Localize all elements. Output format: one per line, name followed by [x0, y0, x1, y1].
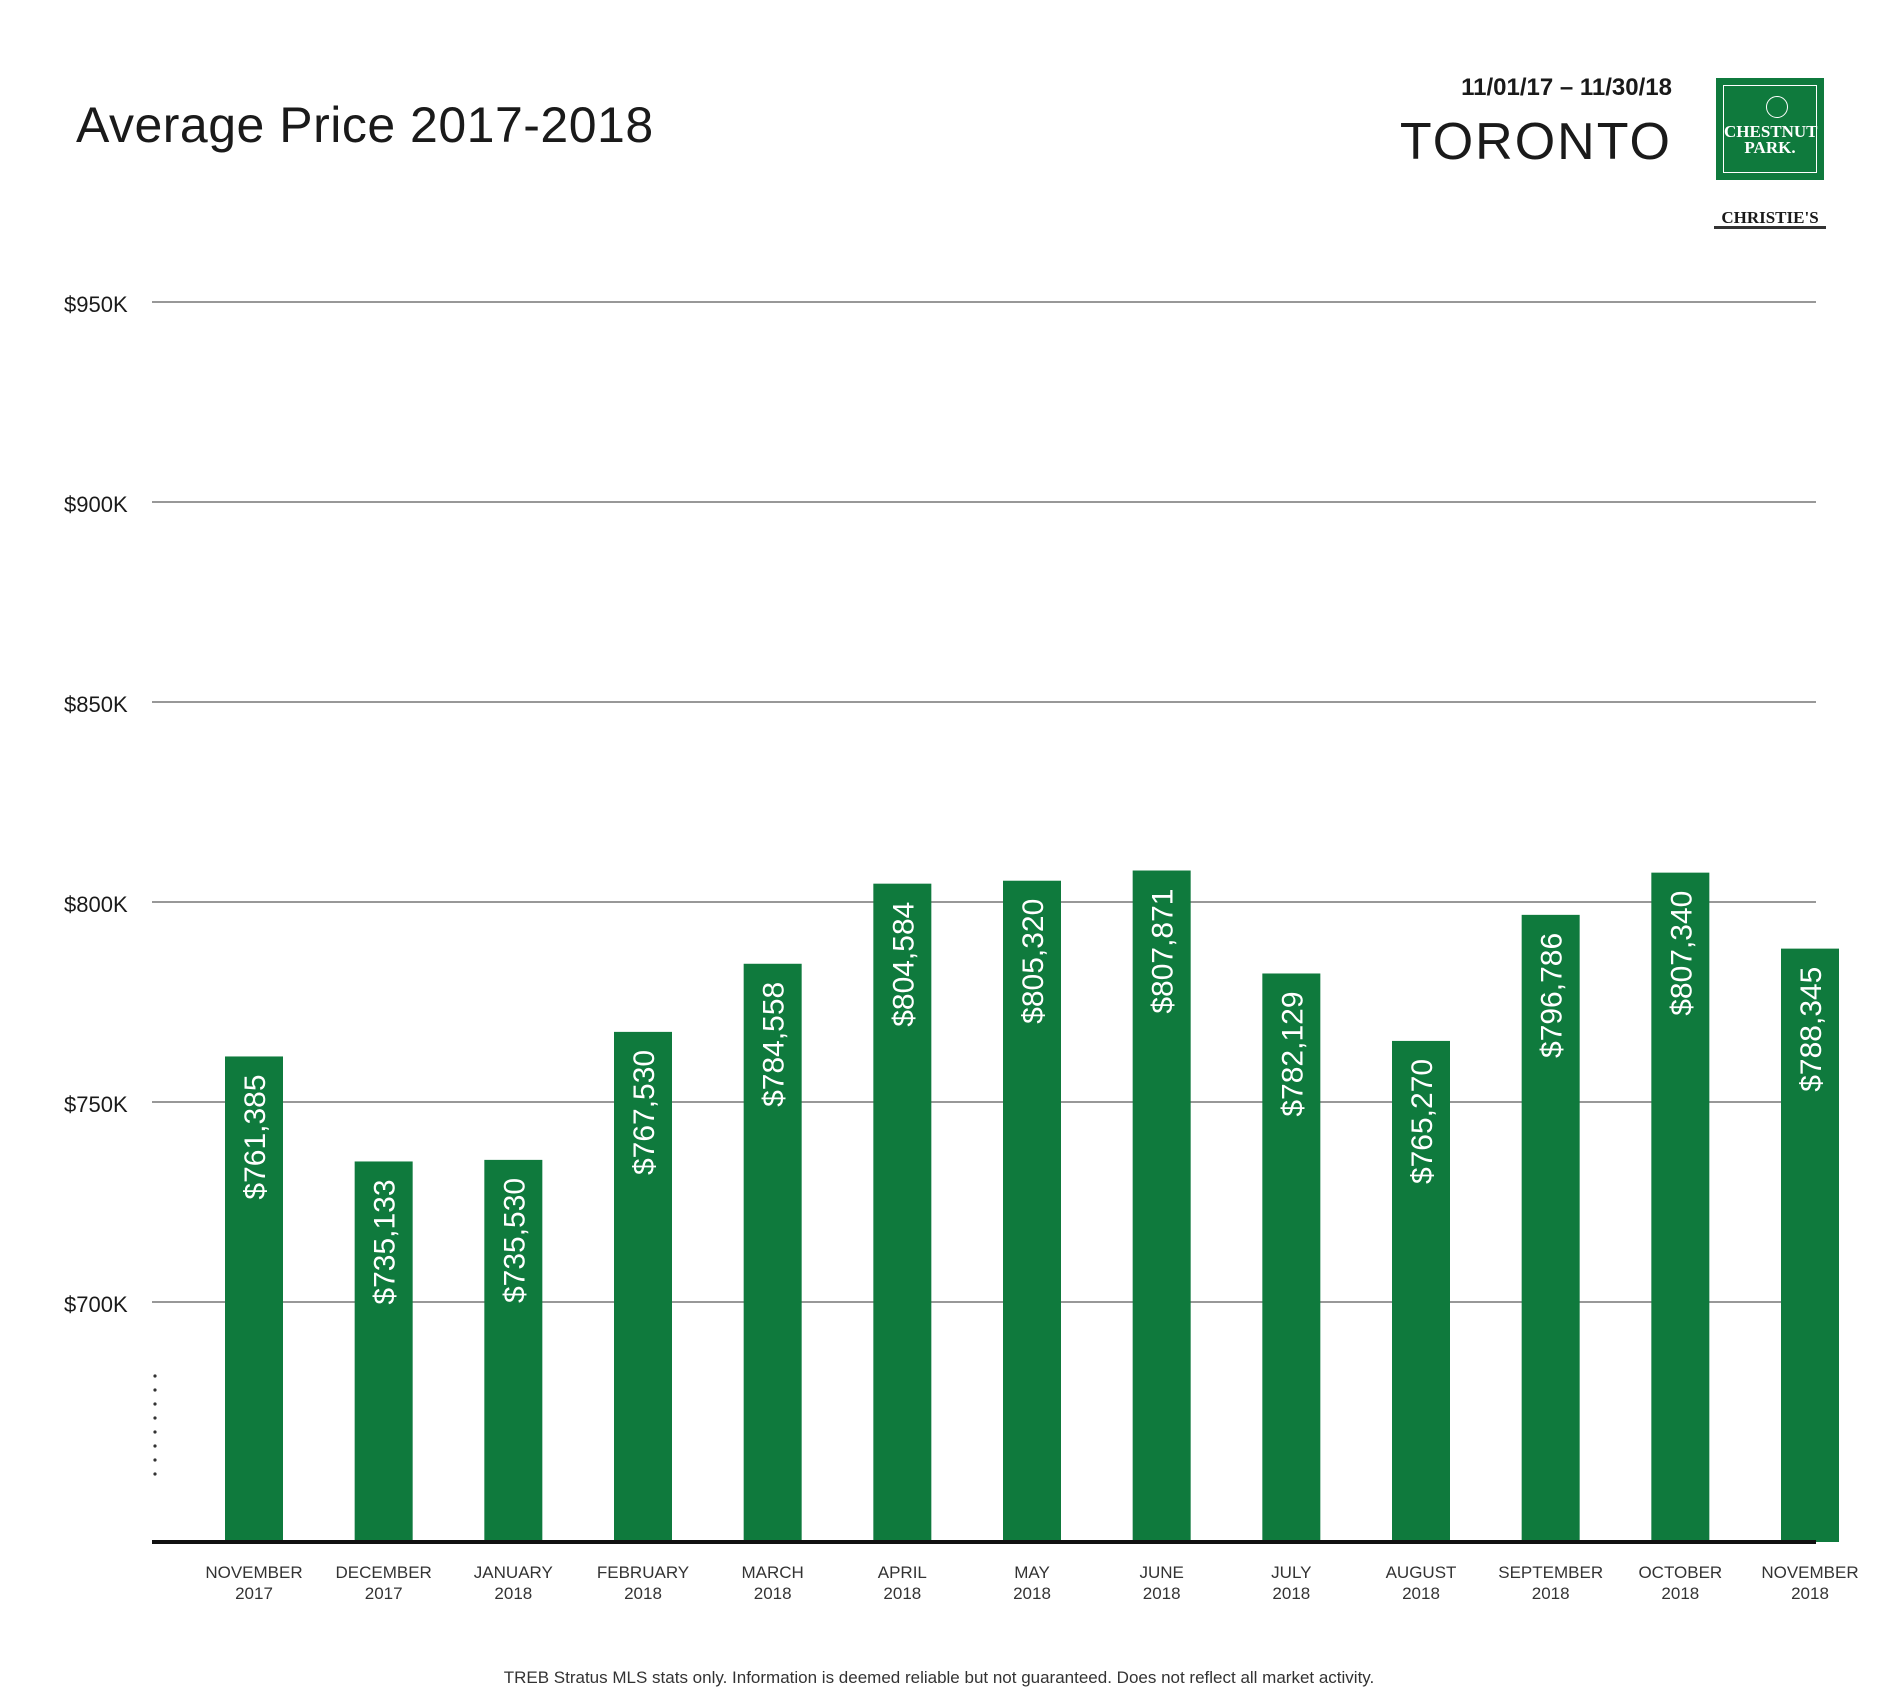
bar-value-label: $784,558 — [758, 982, 791, 1107]
logo-seal-icon — [1766, 96, 1788, 118]
logo-border: CHESTNUT PARK. — [1723, 85, 1818, 173]
bar-value-label: $765,270 — [1406, 1059, 1439, 1184]
x-axis-labels: NOVEMBER 2017 DECEMBER 2017 JANUARY 2018 FEBRU… — [205, 1563, 1858, 1603]
footnote: TREB Stratus MLS stats only. Information… — [503, 1668, 1375, 1687]
x-tick-label-year: 2018 — [883, 1584, 921, 1603]
y-tick-label: $900K — [64, 492, 128, 517]
chestnut-park-logo: CHESTNUT PARK. — [1716, 78, 1824, 180]
axis-break-dot — [153, 1430, 157, 1434]
bar-value-label: $807,871 — [1147, 889, 1180, 1014]
bar-value-label: $807,340 — [1665, 891, 1698, 1016]
axis-break-dot — [153, 1416, 157, 1420]
x-tick-label-month: JULY — [1271, 1563, 1311, 1582]
x-tick-label-month: MARCH — [741, 1563, 803, 1582]
date-range: 11/01/17 – 11/30/18 — [1461, 74, 1672, 101]
x-tick-label-month: MAY — [1014, 1563, 1050, 1582]
x-tick-label-month: NOVEMBER — [1761, 1563, 1858, 1582]
x-tick-label-month: OCTOBER — [1638, 1563, 1722, 1582]
bar — [1003, 880, 1061, 1542]
bar — [1262, 973, 1321, 1542]
x-tick-label-month: JUNE — [1139, 1563, 1183, 1582]
logo-name-line1: CHESTNUT — [1724, 122, 1818, 141]
axis-break-dot — [153, 1472, 157, 1476]
bar — [743, 963, 802, 1542]
bar — [484, 1159, 543, 1542]
x-tick-label-month: DECEMBER — [335, 1563, 431, 1582]
x-tick-label-year: 2018 — [494, 1584, 532, 1603]
bar — [225, 1056, 283, 1542]
y-tick-label: $800K — [64, 892, 128, 917]
x-tick-label-year: 2017 — [365, 1584, 403, 1603]
chart-title: Average Price 2017-2018 — [76, 97, 654, 153]
y-tick-label: $950K — [64, 292, 128, 317]
axis-break-dot — [153, 1458, 157, 1462]
bar-value-label: $735,133 — [369, 1179, 402, 1304]
axis-break-dot — [153, 1444, 157, 1448]
axis-break-dot — [153, 1402, 157, 1406]
y-tick-label: $850K — [64, 692, 128, 717]
x-tick-label-month: SEPTEMBER — [1498, 1563, 1603, 1582]
bar — [873, 883, 932, 1542]
bar — [1651, 872, 1710, 1542]
bar — [354, 1161, 413, 1542]
x-tick-label-month: FEBRUARY — [597, 1563, 689, 1582]
axis-break — [153, 1374, 157, 1476]
bar — [1392, 1040, 1450, 1542]
bar-value-label: $796,786 — [1536, 933, 1569, 1058]
x-tick-label-year: 2018 — [1661, 1584, 1699, 1603]
y-tick-label: $750K — [64, 1092, 128, 1117]
x-tick-label-month: AUGUST — [1386, 1563, 1457, 1582]
x-tick-label-year: 2018 — [1791, 1584, 1829, 1603]
x-tick-label-year: 2018 — [1143, 1584, 1181, 1603]
bars — [225, 870, 1839, 1542]
axis-break-dot — [153, 1374, 157, 1378]
x-tick-label-year: 2017 — [235, 1584, 273, 1603]
value-labels: $761,385 $735,133 $735,530 $767,530 $784,558… — [239, 889, 1828, 1305]
x-tick-label-year: 2018 — [1402, 1584, 1440, 1603]
x-tick-label-year: 2018 — [1532, 1584, 1570, 1603]
bar — [614, 1031, 672, 1542]
bar-value-label: $804,584 — [887, 902, 920, 1027]
x-tick-label-month: NOVEMBER — [205, 1563, 302, 1582]
x-tick-label-year: 2018 — [624, 1584, 662, 1603]
x-tick-label-year: 2018 — [754, 1584, 792, 1603]
logo-text: CHESTNUT PARK. — [1724, 122, 1818, 157]
bar-value-label: $788,345 — [1795, 967, 1828, 1092]
axis-break-dot — [153, 1388, 157, 1392]
y-tick-label: $700K — [64, 1292, 128, 1317]
bar-value-label: $735,530 — [498, 1178, 531, 1303]
x-tick-label-month: APRIL — [878, 1563, 927, 1582]
y-axis-ticks: $700K $750K $800K $850K $900K $950K — [64, 292, 128, 1317]
x-tick-label-month: JANUARY — [474, 1563, 553, 1582]
bar-value-label: $782,129 — [1276, 991, 1309, 1116]
logo-name-line2: PARK. — [1744, 138, 1796, 157]
bar-value-label: $805,320 — [1017, 899, 1050, 1024]
bar — [1132, 870, 1191, 1542]
bar — [1781, 948, 1839, 1542]
city-name: TORONTO — [1399, 113, 1672, 171]
bar-value-label: $767,530 — [628, 1050, 661, 1175]
bar-value-label: $761,385 — [239, 1074, 272, 1199]
x-tick-label-year: 2018 — [1013, 1584, 1051, 1603]
x-tick-label-year: 2018 — [1272, 1584, 1310, 1603]
christies-underline — [1714, 226, 1826, 229]
christies-logo: CHRISTIE'S — [1721, 208, 1819, 227]
bar — [1521, 914, 1580, 1542]
